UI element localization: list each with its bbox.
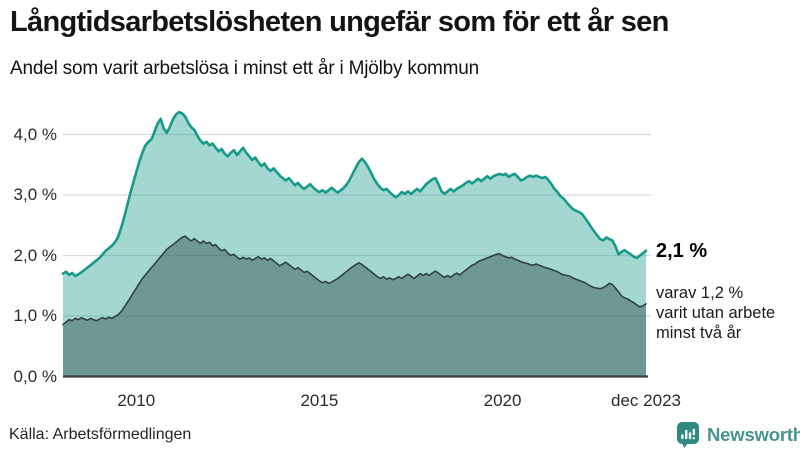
page-title: Långtidsarbetslösheten ungefär som för e… — [10, 6, 669, 38]
newsworthy-logo-icon — [677, 422, 699, 448]
x-axis-label: 2010 — [117, 391, 156, 410]
y-axis-label: 0,0 % — [13, 366, 57, 386]
series-line-0 — [61, 110, 648, 278]
secondary-annotation-line2: varit utan arbete — [656, 304, 776, 322]
x-axis-label: 2015 — [300, 391, 339, 410]
secondary-annotation: varav 1,2 % varit utan arbete minst två … — [656, 283, 775, 343]
secondary-annotation-line1: varav 1,2 % — [656, 284, 744, 302]
newsworthy-brand: Newsworthy — [676, 420, 800, 450]
x-axis-label: 2020 — [483, 391, 522, 410]
series-line-1 — [62, 235, 647, 326]
y-axis-label: 2,0 % — [13, 245, 57, 265]
y-axis-label: 4,0 % — [13, 124, 57, 144]
y-axis-label: 1,0 % — [13, 306, 57, 325]
page-subtitle: Andel som varit arbetslösa i minst ett å… — [10, 58, 480, 79]
y-axis-label: 3,0 % — [13, 185, 57, 204]
end-value-annotation: 2,1 % — [656, 240, 708, 262]
x-axis-label: dec 2023 — [611, 391, 681, 410]
series-area-0 — [63, 112, 646, 377]
newsworthy-brand-label: Newsworthy — [707, 424, 800, 445]
secondary-annotation-line3: minst två år — [656, 324, 742, 342]
source-note: Källa: Arbetsförmedlingen — [9, 426, 192, 443]
series-area-1 — [63, 236, 646, 377]
